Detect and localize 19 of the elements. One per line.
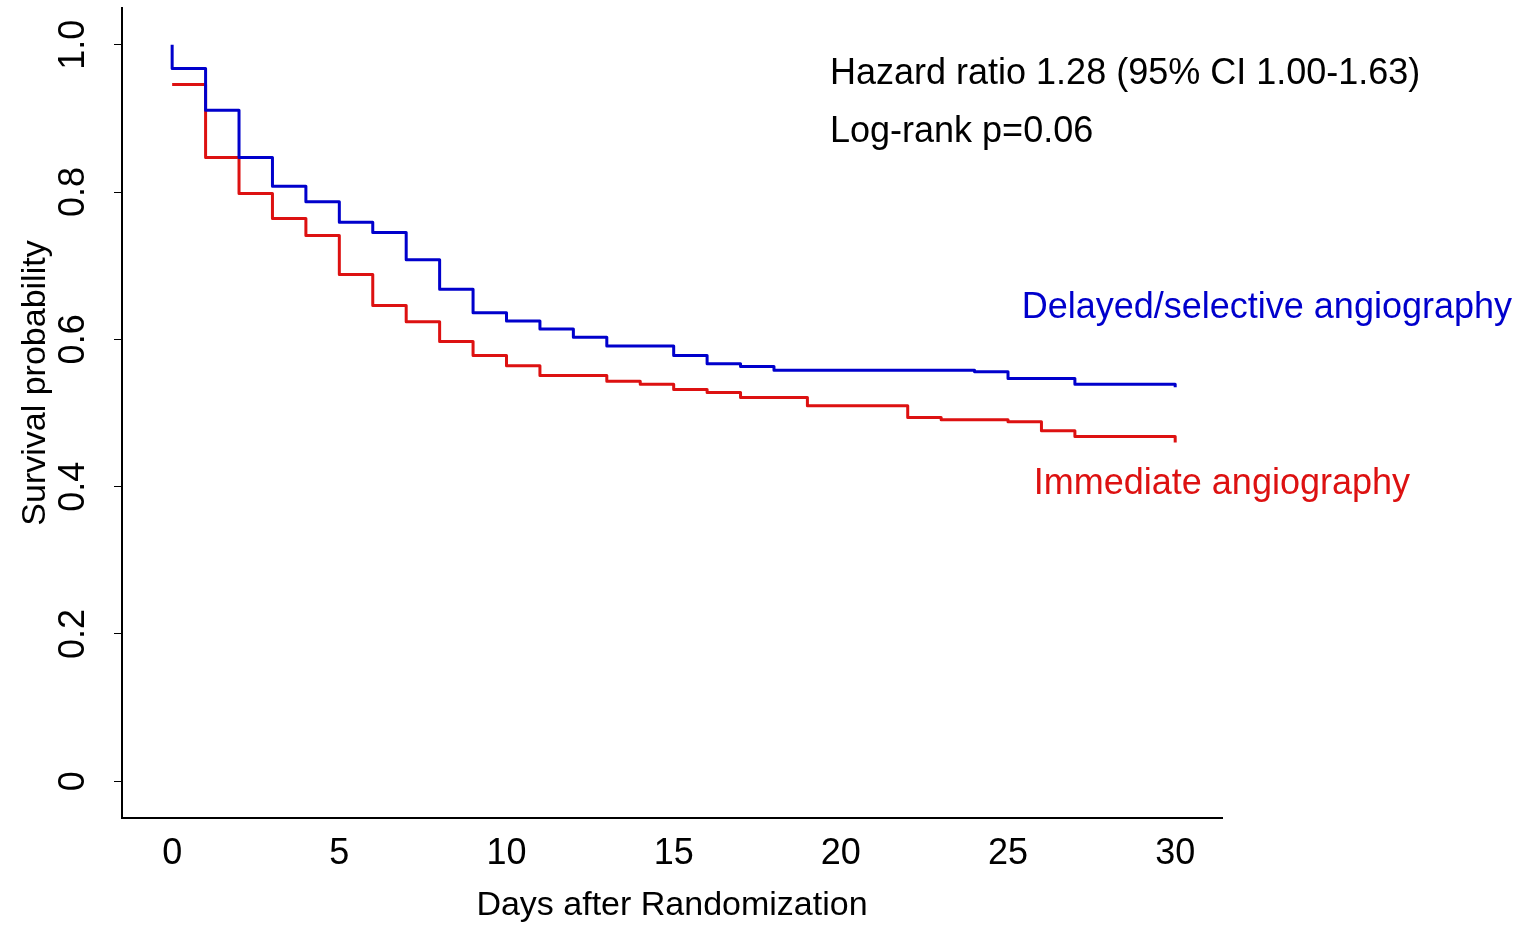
annotation: Hazard ratio 1.28 (95% CI 1.00-1.63) — [830, 51, 1421, 92]
y-tick-label: 1.0 — [50, 19, 92, 70]
x-tick-label: 5 — [329, 830, 350, 872]
x-tick-label: 10 — [486, 830, 527, 872]
y-axis-title: Survival probability — [14, 240, 53, 526]
annotation: Log-rank p=0.06 — [830, 109, 1094, 150]
series-label: Delayed/selective angiography — [1021, 285, 1512, 326]
x-tick-label: 20 — [820, 830, 861, 872]
y-tick-label: 0.2 — [50, 608, 92, 659]
x-tick-label: 15 — [653, 830, 694, 872]
y-tick-label: 0.8 — [50, 167, 92, 218]
y-tick-label: 0 — [50, 771, 92, 792]
x-tick-label: 25 — [987, 830, 1029, 872]
x-tick-label: 30 — [1155, 830, 1196, 872]
y-tick-label: 0.4 — [50, 461, 92, 512]
x-axis-title: Days after Randomization — [476, 883, 868, 922]
series-label: Immediate angiography — [1033, 461, 1410, 502]
y-tick-label: 0.6 — [50, 314, 92, 365]
x-tick-label: 0 — [162, 830, 183, 872]
